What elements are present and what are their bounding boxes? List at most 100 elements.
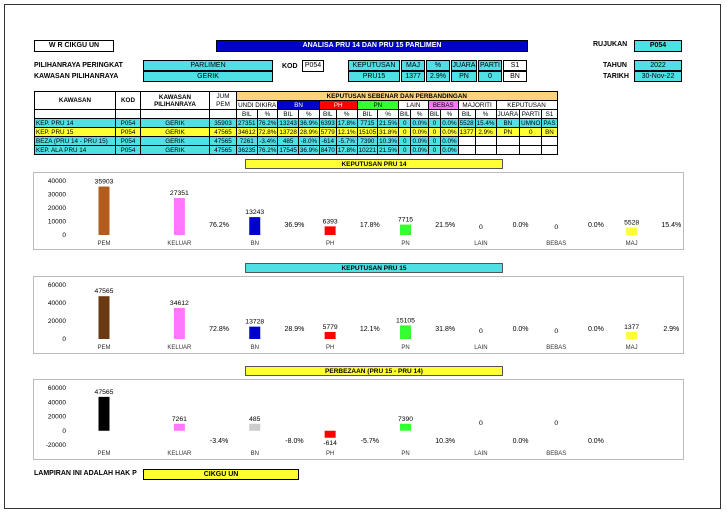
table-cell-maj_p <box>474 145 497 155</box>
category-label: LAIN <box>474 345 487 351</box>
col-kod: KOD <box>115 91 141 110</box>
table-cell-pn_p: 10.3% <box>377 136 399 146</box>
y-tick-label: 40000 <box>48 399 66 406</box>
table-cell-ph: 8470 <box>318 145 337 155</box>
pct-label: 72.8% <box>209 326 229 333</box>
chart2-title: KEPUTUSAN PRU 15 <box>245 263 503 273</box>
table-cell-maj <box>457 145 476 155</box>
tarikh-value[interactable]: 30-Nov-22 <box>634 71 682 82</box>
category-label: BEBAS <box>546 451 566 457</box>
col-ph: PH <box>318 100 358 110</box>
pct-label: -8.0% <box>285 438 303 445</box>
sub-juara: JUARA <box>495 109 521 119</box>
bar-keluar <box>173 307 185 339</box>
keputusan-sub: PRU15 <box>348 71 400 82</box>
pct-label: 15.4% <box>661 222 681 229</box>
y-tick-label: -20000 <box>46 442 67 449</box>
table-cell-jum: 47565 <box>209 127 237 137</box>
table-cell-juara <box>495 136 521 146</box>
table-cell-name: BEZA (PRU 14 - PRU 15) <box>34 136 116 146</box>
table-cell-bebas_p: 0.0% <box>440 127 459 137</box>
category-label: PEM <box>97 241 110 247</box>
value-label: 47565 <box>95 389 114 396</box>
s1-value: BN <box>503 71 527 82</box>
bar-pn <box>400 423 411 431</box>
table-cell-lain: 0 <box>397 145 412 155</box>
table-row: KEP. PRU 15 P054 GERIK 47565 34612 72.8% 13728… <box>34 127 558 137</box>
table-cell-bn_p: 36.9% <box>297 118 320 128</box>
bar-ph <box>324 430 336 438</box>
pct-label: 36.9% <box>285 222 305 229</box>
chart-svg: 40000 30000 20000 10000 0 35903 PEM 27351 KELUAR… <box>48 178 681 247</box>
category-label: MAJ <box>626 345 638 351</box>
value-label: 34612 <box>170 300 189 307</box>
kawasan-label: KAWASAN PILIHANRAYA <box>34 73 119 80</box>
table-cell-undi: 36235 <box>236 145 258 155</box>
table-cell-pn: 7390 <box>356 136 379 146</box>
col-undi: UNDI DIKIRA <box>235 100 279 110</box>
value-label: 485 <box>249 416 261 423</box>
bar-bn <box>249 326 261 339</box>
value-label: 7390 <box>398 416 413 423</box>
y-tick-label: 20000 <box>48 205 66 212</box>
table-cell-undi_p: 72.8% <box>256 127 279 137</box>
table-row: KEP. PRU 14 P054 GERIK 35903 27351 76.2% 13243… <box>34 118 558 128</box>
group-header: KEPUTUSAN SEBENAR DAN PERBANDINGAN <box>236 91 558 101</box>
tahun-value[interactable]: 2022 <box>634 60 682 71</box>
table-cell-bn_p: -8.0% <box>297 136 320 146</box>
table-cell-kod: P054 <box>115 136 141 146</box>
table-cell-bebas_p: 0.0% <box>440 118 459 128</box>
table-cell-kaw: GERIK <box>140 145 210 155</box>
kod-label: KOD <box>282 63 298 70</box>
sub-s1: S1 <box>541 109 558 119</box>
bar-bn <box>249 423 261 431</box>
table-cell-maj_p: 2.9% <box>474 127 497 137</box>
col-bebas: BEBAS <box>427 100 459 110</box>
table-cell-ph_p: -5.7% <box>335 136 358 146</box>
table-cell-bebas: 0 <box>427 145 442 155</box>
col-majoriti: MAJORITI <box>457 100 497 110</box>
table-cell-s1: PAS <box>541 118 558 128</box>
table-cell-ph_p: 12.1% <box>335 127 358 137</box>
tarikh-label: TARIKH <box>603 73 629 80</box>
y-tick-label: 0 <box>62 428 66 435</box>
pilihanraya-value[interactable]: PARLIMEN <box>143 60 273 71</box>
chart-svg: 60000 40000 20000 0 -20000 47565 PEM 7261 KELUAR… <box>46 385 604 457</box>
table-cell-bebas: 0 <box>427 136 442 146</box>
bar-maj <box>626 227 638 235</box>
table-cell-s1: BN <box>541 127 558 137</box>
bar-ph <box>324 226 336 235</box>
table-cell-ph_p: 17.8% <box>335 118 358 128</box>
table-cell-ph: -614 <box>318 136 337 146</box>
category-label: BN <box>251 345 259 351</box>
value-label: 5528 <box>624 220 639 227</box>
table-cell-juara: BN <box>495 118 521 128</box>
y-tick-label: 30000 <box>48 192 66 199</box>
table-cell-lain_p: 0.0% <box>410 127 429 137</box>
value-label: 0 <box>479 420 483 427</box>
category-label: PN <box>401 345 409 351</box>
bar-pem <box>98 396 110 431</box>
y-tick-label: 40000 <box>48 300 66 307</box>
table-cell-bebas_p: 0.0% <box>440 136 459 146</box>
pct-label: 0.0% <box>588 438 604 445</box>
kawasan-value[interactable]: GERIK <box>143 71 273 82</box>
chart1-title: KEPUTUSAN PRU 14 <box>245 159 503 169</box>
category-label: MAJ <box>626 241 638 247</box>
pct-label: 0.0% <box>513 222 529 229</box>
col-keputusan: KEPUTUSAN <box>495 100 558 110</box>
value-label: 6393 <box>323 218 338 225</box>
table-cell-parti <box>519 136 543 146</box>
value-label: -614 <box>323 440 337 447</box>
y-tick-label: 60000 <box>48 385 66 392</box>
table-cell-ph: 6393 <box>318 118 337 128</box>
bar-bn <box>249 217 261 235</box>
table-cell-bebas: 0 <box>427 127 442 137</box>
rujukan-value[interactable]: P054 <box>634 40 682 52</box>
value-label: 7715 <box>398 217 413 224</box>
bar-pem <box>98 296 110 339</box>
pct-label: 10.3% <box>435 438 455 445</box>
table-cell-bebas: 0 <box>427 118 442 128</box>
value-label: 5779 <box>323 324 338 331</box>
kod-value[interactable]: P054 <box>302 60 324 72</box>
